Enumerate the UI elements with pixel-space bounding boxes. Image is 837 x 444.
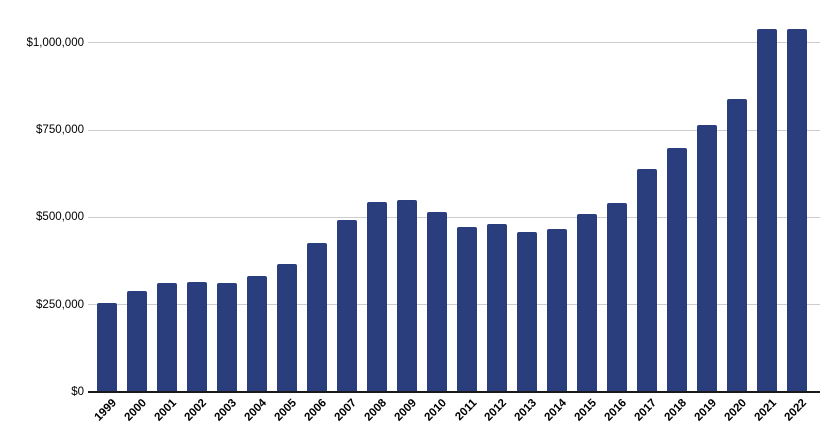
bar-2000 [127, 290, 147, 392]
x-axis-tick-label: 2001 [152, 397, 180, 424]
x-axis-tick-label: 2006 [302, 397, 330, 424]
gridline [88, 42, 820, 44]
x-axis-tick-label: 2014 [542, 397, 570, 424]
x-axis-tick-label: 2012 [482, 397, 510, 424]
x-axis-tick-label: 2000 [122, 397, 150, 424]
x-axis-tick-label: 2022 [782, 397, 810, 424]
y-axis-tick-label: $1,000,000 [26, 36, 84, 49]
gridline [88, 304, 820, 306]
x-axis-tick-label: 2005 [272, 397, 300, 424]
x-axis-tick-label: 2010 [422, 397, 450, 424]
y-axis-tick-label: $750,000 [36, 124, 84, 137]
x-axis-tick-label: 2008 [362, 397, 390, 424]
bar-2011 [457, 226, 477, 392]
bar-2004 [247, 276, 267, 392]
bar-2005 [277, 263, 297, 392]
gridline [88, 216, 820, 218]
x-axis-tick-label: 2015 [572, 397, 600, 424]
bar-2014 [547, 228, 567, 392]
x-axis-tick-label: 2019 [692, 397, 720, 424]
bar-2016 [607, 202, 627, 392]
bar-2019 [697, 125, 717, 392]
y-axis-tick-label: $250,000 [36, 298, 84, 311]
bar-2020 [727, 99, 747, 392]
bar-2022 [787, 29, 807, 392]
bar-2013 [517, 232, 537, 392]
x-axis-tick-label: 2018 [662, 397, 690, 424]
bar-2007 [337, 220, 357, 392]
bar-2006 [307, 243, 327, 392]
bar-2021 [757, 29, 777, 392]
x-axis-tick-label: 2009 [392, 397, 420, 424]
x-axis-tick-label: 2011 [453, 397, 480, 424]
bar-2017 [637, 169, 657, 392]
bar-2003 [217, 283, 237, 392]
bar-2002 [187, 281, 207, 392]
bar-1999 [97, 302, 117, 392]
x-axis-tick-label: 2007 [332, 397, 360, 424]
x-axis-tick-label: 2002 [182, 397, 210, 424]
x-axis-tick-label: 1999 [92, 397, 120, 424]
x-axis-tick-label: 2021 [752, 397, 780, 424]
bar-2001 [157, 282, 177, 392]
bar-2008 [367, 201, 387, 392]
x-axis-tick-label: 2020 [722, 397, 750, 424]
y-axis-tick-label: $0 [71, 386, 84, 398]
x-axis-tick-label: 2003 [212, 397, 240, 424]
bar-2010 [427, 211, 447, 392]
x-axis-tick-label: 2016 [602, 397, 630, 424]
bar-2018 [667, 147, 687, 392]
bar-2012 [487, 224, 507, 392]
y-axis-tick-label: $500,000 [36, 211, 84, 224]
bar-2015 [577, 213, 597, 392]
x-axis-tick-label: 2004 [242, 397, 270, 424]
gridline [88, 129, 820, 131]
bar-2009 [397, 199, 417, 392]
x-axis-tick-label: 2013 [512, 397, 540, 424]
x-axis-tick-label: 2017 [632, 397, 660, 424]
x-axis-line [88, 391, 820, 393]
